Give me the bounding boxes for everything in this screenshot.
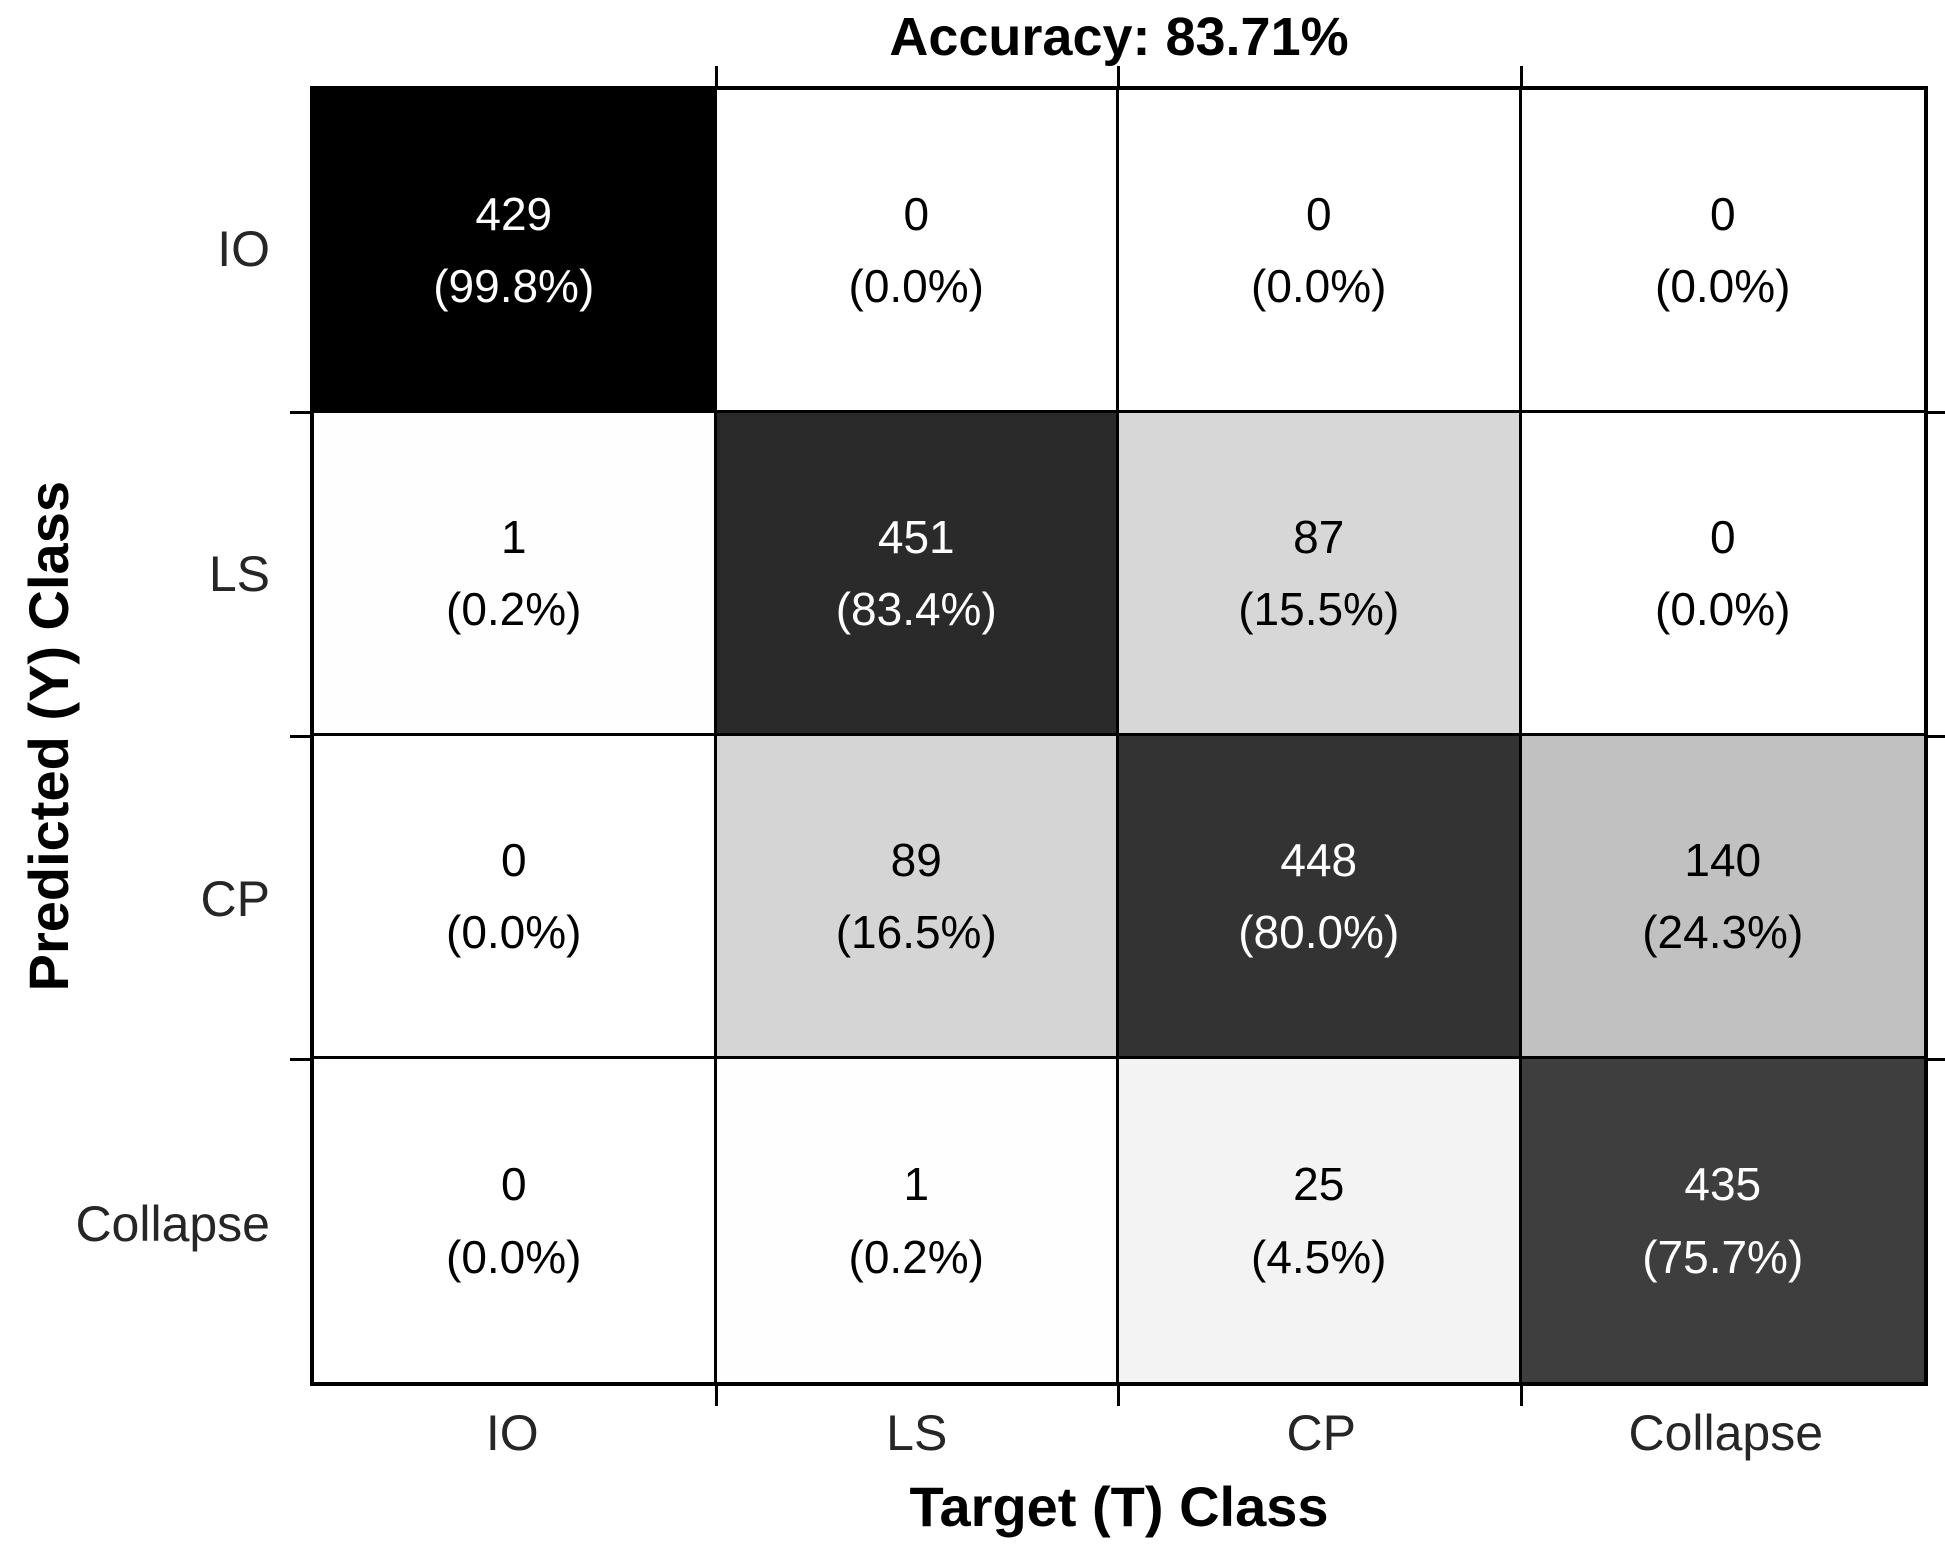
matrix-cell-r3c1: 1 (0.2%) [716,1059,1119,1382]
confusion-matrix-grid: 429 (99.8%) 0 (0.0%) 0 (0.0%) 0 (0.0%) 1… [310,86,1928,1386]
cell-count: 0 [1709,187,1736,240]
cell-percent: (83.4%) [835,583,997,635]
matrix-cell-r1c3: 0 (0.0%) [1521,413,1924,736]
x-axis-title: Target (T) Class [909,1475,1329,1538]
cell-count: 140 [1684,833,1762,886]
cell-count: 0 [903,187,930,240]
cell-percent: (0.0%) [446,906,582,958]
axis-tick [1928,735,1945,738]
matrix-cell-r0c2: 0 (0.0%) [1119,90,1522,413]
matrix-cell-r0c3: 0 (0.0%) [1521,90,1924,413]
axis-tick [1117,66,1120,86]
matrix-cell-r1c0: 1 (0.2%) [314,413,717,736]
axis-tick [1520,1386,1523,1406]
y-tick-label-collapse: Collapse [75,1195,270,1252]
matrix-cell-r3c2: 25 (4.5%) [1119,1059,1522,1382]
cell-percent: (0.0%) [446,1230,582,1283]
y-tick-label-cp: CP [200,870,270,927]
matrix-cell-r1c1: 451 (83.4%) [716,413,1119,736]
cell-count: 0 [1305,187,1332,240]
cell-percent: (0.2%) [848,1230,984,1283]
matrix-cell-r0c1: 0 (0.0%) [716,90,1119,413]
cell-count: 87 [1293,510,1345,563]
cell-percent: (80.0%) [1238,906,1400,958]
cell-count: 25 [1293,1158,1345,1211]
matrix-cell-r1c2: 87 (15.5%) [1119,413,1522,736]
axis-tick [290,735,310,738]
cell-percent: (99.8%) [433,260,595,312]
cell-count: 1 [903,1158,930,1211]
cell-percent: (0.0%) [848,260,984,312]
cell-count: 0 [500,1158,527,1211]
matrix-cell-r3c0: 0 (0.0%) [314,1059,717,1382]
cell-count: 429 [475,187,553,240]
cell-percent: (75.7%) [1642,1230,1804,1283]
cell-count: 451 [877,510,955,563]
cell-percent: (24.3%) [1642,906,1804,958]
x-tick-labels: IO LS CP Collapse [310,1402,1928,1464]
chart-title: Accuracy: 83.71% [889,7,1349,67]
cell-percent: (0.0%) [1655,260,1791,312]
x-tick-label-cp: CP [1286,1405,1356,1461]
axis-tick [290,411,310,414]
cell-count: 0 [500,833,527,886]
cell-percent: (0.2%) [446,583,582,635]
matrix-cell-r2c1: 89 (16.5%) [716,736,1119,1059]
cell-percent: (4.5%) [1251,1230,1387,1283]
matrix-cell-r3c3: 435 (75.7%) [1521,1059,1924,1382]
cell-percent: (0.0%) [1655,583,1791,635]
matrix-cell-r2c2: 448 (80.0%) [1119,736,1522,1059]
y-tick-label-ls: LS [208,545,270,602]
y-tick-labels: IO LS CP Collapse [0,86,290,1386]
x-tick-label-ls: LS [886,1405,948,1461]
axis-tick [1928,1058,1945,1061]
axis-tick [1117,1386,1120,1406]
y-tick-label-io: IO [217,220,270,277]
matrix-cell-r2c0: 0 (0.0%) [314,736,717,1059]
axis-tick [715,1386,718,1406]
x-tick-label-io: IO [485,1405,539,1461]
x-tick-label-collapse: Collapse [1628,1405,1824,1461]
cell-percent: (16.5%) [835,906,997,958]
cell-percent: (15.5%) [1238,583,1400,635]
cell-count: 89 [890,833,942,886]
matrix-cell-r2c3: 140 (24.3%) [1521,736,1924,1059]
cell-count: 0 [1709,510,1736,563]
cell-count: 435 [1684,1158,1762,1211]
cell-count: 448 [1280,833,1358,886]
axis-tick [715,66,718,86]
axis-tick [290,1058,310,1061]
cell-percent: (0.0%) [1251,260,1387,312]
matrix-cell-r0c0: 429 (99.8%) [314,90,717,413]
cell-count: 1 [500,510,527,563]
axis-tick [1520,66,1523,86]
axis-tick [1928,411,1945,414]
